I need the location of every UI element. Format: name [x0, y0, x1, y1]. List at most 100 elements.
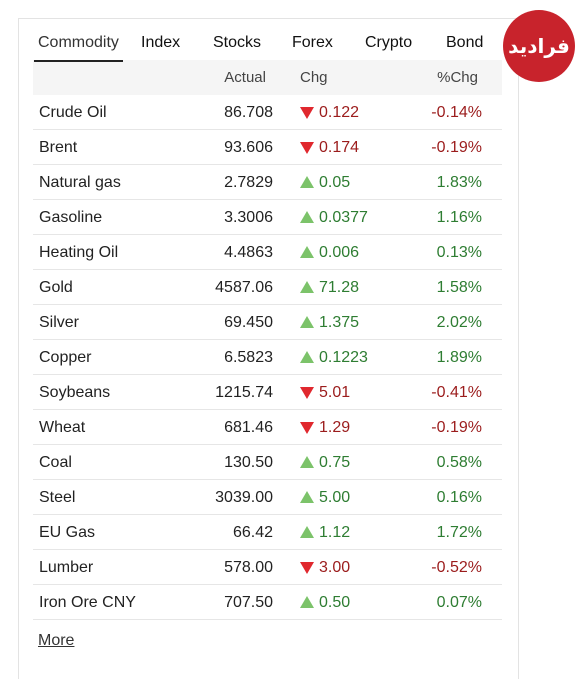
change: 0.50 — [319, 594, 351, 611]
direction-icon — [300, 316, 314, 329]
actual: 3.3006 — [224, 209, 273, 226]
percent-change: -0.14% — [431, 104, 482, 121]
actual: 66.42 — [232, 524, 273, 541]
percent-change: 0.07% — [436, 594, 482, 611]
actual: 1215.74 — [215, 384, 273, 401]
row-name: Copper — [39, 349, 92, 366]
actual: 6.5823 — [224, 349, 273, 366]
actual: 2.7829 — [224, 174, 273, 191]
row-name: Coal — [39, 454, 72, 471]
change: 1.12 — [319, 524, 351, 541]
percent-change: 0.16% — [436, 489, 482, 506]
row-name: Soybeans — [39, 384, 111, 401]
tab[interactable]: Index — [141, 34, 181, 51]
header-row — [33, 60, 502, 95]
row-name: Iron Ore CNY — [39, 594, 136, 611]
direction-icon — [300, 106, 314, 119]
column-header: Chg — [300, 69, 328, 86]
direction-icon — [300, 176, 314, 189]
direction-icon — [300, 421, 314, 434]
row-name: Wheat — [39, 419, 86, 436]
row-name: Heating Oil — [39, 244, 119, 261]
tab[interactable]: Commodity — [38, 34, 119, 51]
row — [33, 445, 502, 480]
row — [33, 235, 502, 270]
more-link[interactable]: More — [38, 632, 75, 649]
change: 3.00 — [319, 559, 351, 576]
row — [33, 515, 502, 550]
actual: 130.50 — [224, 454, 273, 471]
row-name: Steel — [39, 489, 76, 506]
actual: 707.50 — [224, 594, 273, 611]
change: 0.05 — [319, 174, 351, 191]
direction-icon — [300, 246, 314, 259]
row — [33, 480, 502, 515]
actual: 86.708 — [224, 104, 273, 121]
row-name: Crude Oil — [39, 104, 107, 121]
column-header: %Chg — [437, 69, 478, 86]
tab[interactable]: Stocks — [213, 34, 262, 51]
percent-change: -0.19% — [431, 139, 482, 156]
direction-icon — [300, 596, 314, 609]
change: 5.01 — [319, 384, 351, 401]
direction-icon — [300, 456, 314, 469]
row — [33, 165, 502, 200]
change: 1.29 — [319, 419, 351, 436]
row — [33, 270, 502, 305]
actual: 578.00 — [224, 559, 273, 576]
tab-underline — [34, 60, 123, 62]
percent-change: 1.89% — [436, 349, 482, 366]
page: فرادید Actual Chg %Chg More (() => { con… — [18, 10, 575, 679]
row-name: Brent — [39, 139, 78, 156]
row-name: EU Gas — [39, 524, 96, 541]
tab[interactable]: Crypto — [365, 34, 413, 51]
row — [33, 200, 502, 235]
percent-change: 2.02% — [436, 314, 482, 331]
actual: 4.4863 — [224, 244, 273, 261]
actual: 681.46 — [224, 419, 273, 436]
percent-change: 1.83% — [436, 174, 482, 191]
row — [33, 585, 502, 620]
change: 0.75 — [319, 454, 351, 471]
percent-change: 0.58% — [436, 454, 482, 471]
direction-icon — [300, 386, 314, 399]
row — [33, 410, 502, 445]
direction-icon — [300, 281, 314, 294]
row-name: Natural gas — [39, 174, 121, 191]
percent-change: 0.13% — [436, 244, 482, 261]
row — [33, 550, 502, 585]
logo: فرادید — [503, 10, 575, 82]
actual: 3039.00 — [215, 489, 273, 506]
row-name: Silver — [39, 314, 80, 331]
actual: 93.606 — [224, 139, 273, 156]
change: 0.006 — [319, 244, 360, 261]
change: 0.122 — [319, 104, 360, 121]
row — [33, 95, 502, 130]
row — [33, 340, 502, 375]
change: 5.00 — [319, 489, 351, 506]
direction-icon — [300, 491, 314, 504]
percent-change: -0.52% — [431, 559, 482, 576]
tab[interactable]: Bond — [446, 34, 484, 51]
percent-change: -0.19% — [431, 419, 482, 436]
row — [33, 130, 502, 165]
row — [33, 375, 502, 410]
percent-change: 1.16% — [436, 209, 482, 226]
direction-icon — [300, 561, 314, 574]
change: 1.375 — [319, 314, 360, 331]
change: 71.28 — [319, 279, 360, 296]
actual: 69.450 — [224, 314, 273, 331]
row — [33, 305, 502, 340]
direction-icon — [300, 211, 314, 224]
row-name: Lumber — [39, 559, 94, 576]
direction-icon — [300, 351, 314, 364]
widget — [18, 18, 519, 679]
percent-change: 1.58% — [436, 279, 482, 296]
percent-change: -0.41% — [431, 384, 482, 401]
tab[interactable]: Forex — [292, 34, 333, 51]
direction-icon — [300, 141, 314, 154]
column-header: Actual — [224, 69, 266, 86]
change: 0.0377 — [319, 209, 368, 226]
row-name: Gasoline — [39, 209, 103, 226]
percent-change: 1.72% — [436, 524, 482, 541]
